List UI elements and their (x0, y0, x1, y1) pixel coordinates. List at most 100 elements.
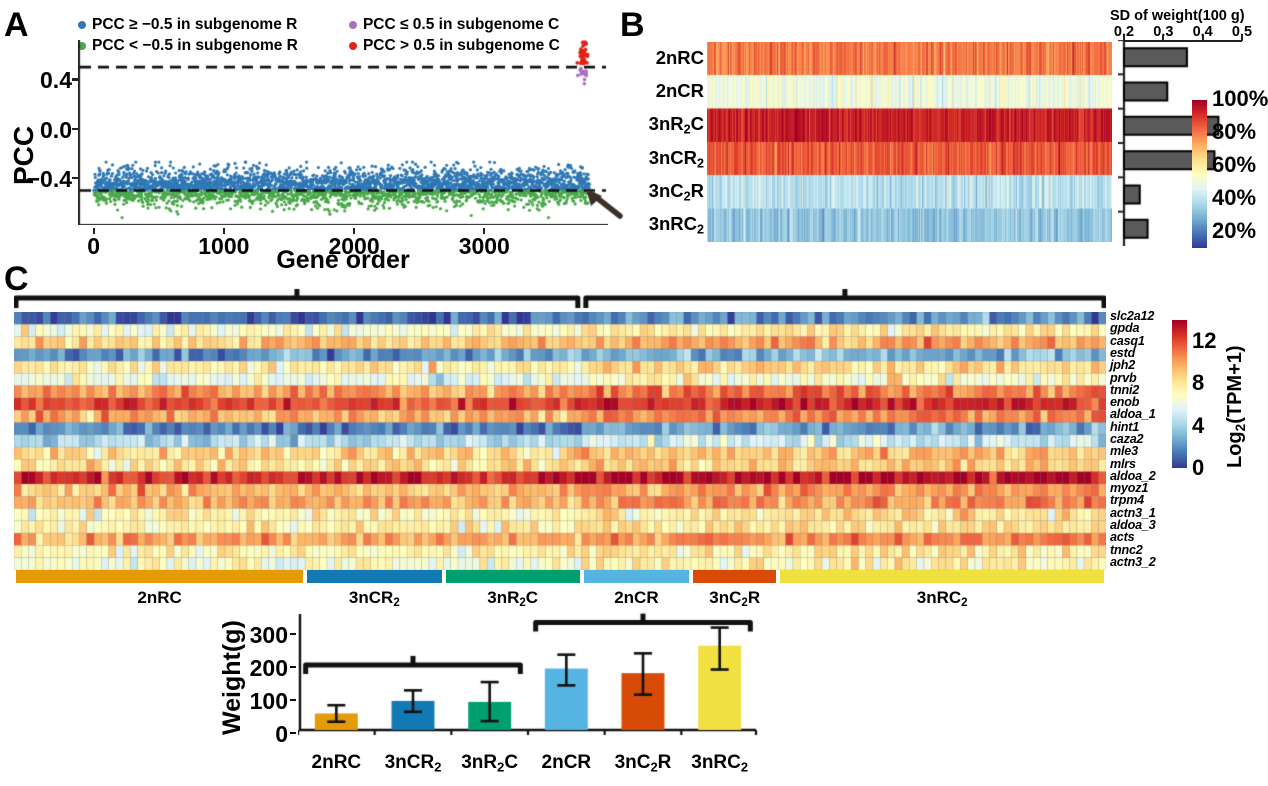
panel-b-bar-tick-mark-2 (1201, 35, 1204, 41)
gene-label-enob: enob (1110, 395, 1140, 410)
barchart-ytick-mark-3 (290, 632, 296, 636)
panel-b-bar-title: SD of weight(100 g) (1110, 8, 1245, 24)
group-label-pre: 3nCR (348, 588, 394, 607)
panel-c-colorbar-label: Log2(TPM+1) (1224, 345, 1248, 468)
panel-a-letter: A (4, 6, 29, 44)
gene-label-prvb: prvb (1110, 370, 1137, 385)
gene-label-mle3: mle3 (1110, 444, 1138, 459)
group-label-3nC2R: 3nC2R (691, 588, 778, 609)
row-label-text: 3nRC (648, 213, 697, 235)
panel-b-bar-tick-mark-1 (1162, 35, 1165, 41)
legend-blue-icon (78, 20, 86, 29)
xtick-pre: 2nCR (541, 752, 592, 773)
panel-b-sd-barchart (1118, 40, 1253, 246)
panel-b-row-label-3: 3nCR2 (649, 147, 704, 171)
legend-item-blue: PCC ≥ −0.5 in subgenome R (78, 14, 349, 35)
group-colorbar-3nR2C (445, 570, 580, 583)
panel-a-xtick-mark-1 (222, 228, 226, 234)
group-label-pre: 3nR (487, 588, 520, 607)
panel-c-gene-label-group: slc2a12 gpda casq1 estd jph2 prvb tnni2 enob ald… (1110, 309, 1210, 570)
panel-b-row-label-group: 2nRC 2nCR 3nR2C 3nCR2 3nC2R 3nRC2 (640, 42, 704, 242)
panel-a-xtick-mark-3 (483, 228, 486, 234)
group-colorbar-3nRC2 (780, 570, 1104, 583)
panel-b-bar-tick-mark-0 (1123, 35, 1125, 41)
panel-b-bar-tick-3: 0.5 (1231, 24, 1253, 40)
panel-b-colorbar-tick-2: 60% (1212, 151, 1257, 177)
barchart-xtick-3nCR₂: 3nCR2 (375, 752, 452, 775)
panel-a-xtick-group: 0 1000 2000 3000 (78, 228, 608, 259)
panel-c-colorbar-tick-0: 12 (1192, 328, 1217, 354)
gene-label-jph2: jph2 (1110, 358, 1136, 373)
group-label-pre: 2nRC (137, 588, 182, 607)
panel-b-colorbar (1192, 100, 1207, 248)
xtick-sub: 2 (434, 759, 442, 775)
group-label-sub: 2 (393, 597, 400, 610)
xtick-post: C (504, 752, 519, 773)
panel-b-bar-tick-2: 0.4 (1192, 24, 1213, 40)
row-label-text: 2nRC (655, 46, 704, 68)
group-label-sub: 2 (519, 597, 526, 610)
panel-c-group-label-group: 2nRC 3nCR2 3nR2C 2nCR 3nC2R 3nRC2 (14, 586, 1106, 610)
barchart-ytick-group: 0 100 200 300 (240, 615, 296, 747)
panel-c-colorbar-tick-3: 0 (1192, 455, 1205, 480)
barchart-ytick-mark-1 (290, 698, 296, 702)
panel-a-xtick-mark-2 (353, 228, 356, 234)
panel-b-colorbar-tick-group: 100% 80% 60% 40% 20% (1210, 86, 1268, 248)
annotation-arrow (578, 186, 626, 222)
gene-label-casq1: casq1 (1110, 333, 1145, 348)
gene-label-acts: acts (1110, 530, 1135, 545)
xtick-pre: 3nC (614, 752, 651, 773)
panel-a-xtick-2: 2000 (328, 233, 380, 259)
panel-b-row-label-5: 3nRC2 (649, 213, 704, 237)
panel-b-bar-tick-mark-3 (1241, 35, 1243, 41)
barchart-xtick-3nC₂R: 3nC2R (605, 752, 682, 775)
gene-label-tnnc2: tnnc2 (1110, 542, 1143, 557)
barchart-ytick-1: 100 (249, 687, 288, 714)
legend-item-purple: PCC ≤ 0.5 in subgenome C (348, 14, 598, 35)
panel-a-ytick-1: 0.0 (40, 116, 72, 143)
panel-c-colorbar-tick-group: 12 8 4 0 (1190, 320, 1220, 480)
xtick-pre: 3nCR (384, 752, 435, 773)
gene-label-aldoa_2: aldoa_2 (1110, 468, 1156, 483)
gene-label-caza2: caza2 (1110, 432, 1144, 446)
group-label-3nRC2: 3nRC2 (778, 588, 1106, 609)
group-label-post: R (747, 588, 761, 607)
group-label-post: C (525, 588, 539, 607)
gene-label-hint1: hint1 (1110, 419, 1140, 434)
group-label-3nCR2: 3nCR2 (305, 588, 443, 609)
colorbar-label-log: Log (1224, 431, 1246, 468)
gene-label-slc2a12: slc2a12 (1110, 309, 1155, 324)
colorbar-label-sub: 2 (1232, 423, 1248, 432)
barchart-ytick-mark-2 (290, 665, 296, 669)
xtick-pre: 3nR (461, 752, 498, 773)
legend-label-blue: PCC ≥ −0.5 in subgenome R (92, 15, 298, 33)
panel-c-colorbar-label-wrap: Log2(TPM+1) (1224, 345, 1268, 492)
panel-a-xtick-mark-0 (92, 228, 95, 234)
barchart-xtick-2nRC: 2nRC (298, 752, 375, 774)
xtick-pre: 2nRC (311, 752, 362, 773)
panel-b-row-label-0: 2nRC (656, 47, 704, 69)
panel-c-colorbar-tick-1: 8 (1192, 370, 1205, 396)
barchart-ytick-mark-0 (290, 732, 296, 735)
barchart-xtick-3nRC₂: 3nRC2 (681, 752, 758, 775)
gene-label-tnni2: tnni2 (1110, 382, 1140, 397)
gene-label-aldoa_1: aldoa_1 (1110, 407, 1156, 422)
gene-label-trpm4: trpm4 (1110, 493, 1144, 508)
panel-b-colorbar-tick-0: 100% (1212, 86, 1268, 111)
group-label-pre: 3nRC (916, 588, 962, 607)
panel-a-ytick-mark-1 (72, 127, 78, 130)
barchart-ytick-3: 300 (249, 621, 288, 648)
group-colorbar-3nC2R (693, 570, 777, 583)
panel-a-xtick-3: 3000 (458, 233, 510, 259)
xtick-sub: 2 (740, 759, 749, 775)
panel-c-colorbar-tick-2: 4 (1192, 412, 1205, 438)
xtick-pre: 3nRC (691, 752, 741, 773)
panel-a-xlabel: Gene order (276, 246, 410, 274)
group-label-pre: 3nC (709, 588, 742, 607)
panel-a-ytick-0: 0.4 (40, 67, 72, 94)
xtick-sub: 2 (650, 759, 658, 775)
panel-c-group-color-bars (14, 570, 1106, 584)
gene-label-mlrs: mlrs (1110, 456, 1136, 471)
panel-a-xtick-0: 0 (87, 233, 101, 259)
group-label-sub: 2 (741, 597, 748, 610)
